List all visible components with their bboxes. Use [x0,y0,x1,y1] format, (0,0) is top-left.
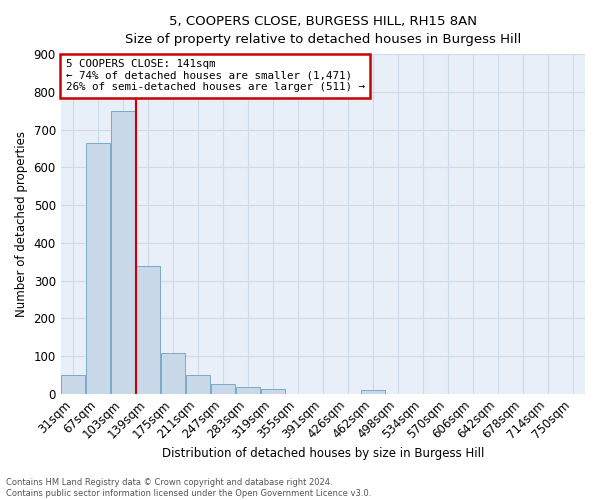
Bar [136,266,160,394]
Text: 5 COOPERS CLOSE: 141sqm
← 74% of detached houses are smaller (1,471)
26% of semi: 5 COOPERS CLOSE: 141sqm ← 74% of detache… [66,59,365,92]
Bar [261,389,285,394]
Y-axis label: Number of detached properties: Number of detached properties [15,131,28,317]
Bar [86,143,110,394]
Text: Contains HM Land Registry data © Crown copyright and database right 2024.
Contai: Contains HM Land Registry data © Crown c… [6,478,371,498]
X-axis label: Distribution of detached houses by size in Burgess Hill: Distribution of detached houses by size … [161,447,484,460]
Bar [111,110,135,394]
Bar [211,384,235,394]
Bar [186,375,210,394]
Bar [236,387,260,394]
Title: 5, COOPERS CLOSE, BURGESS HILL, RH15 8AN
Size of property relative to detached h: 5, COOPERS CLOSE, BURGESS HILL, RH15 8AN… [125,15,521,46]
Bar [361,390,385,394]
Bar [61,375,85,394]
Bar [161,353,185,394]
